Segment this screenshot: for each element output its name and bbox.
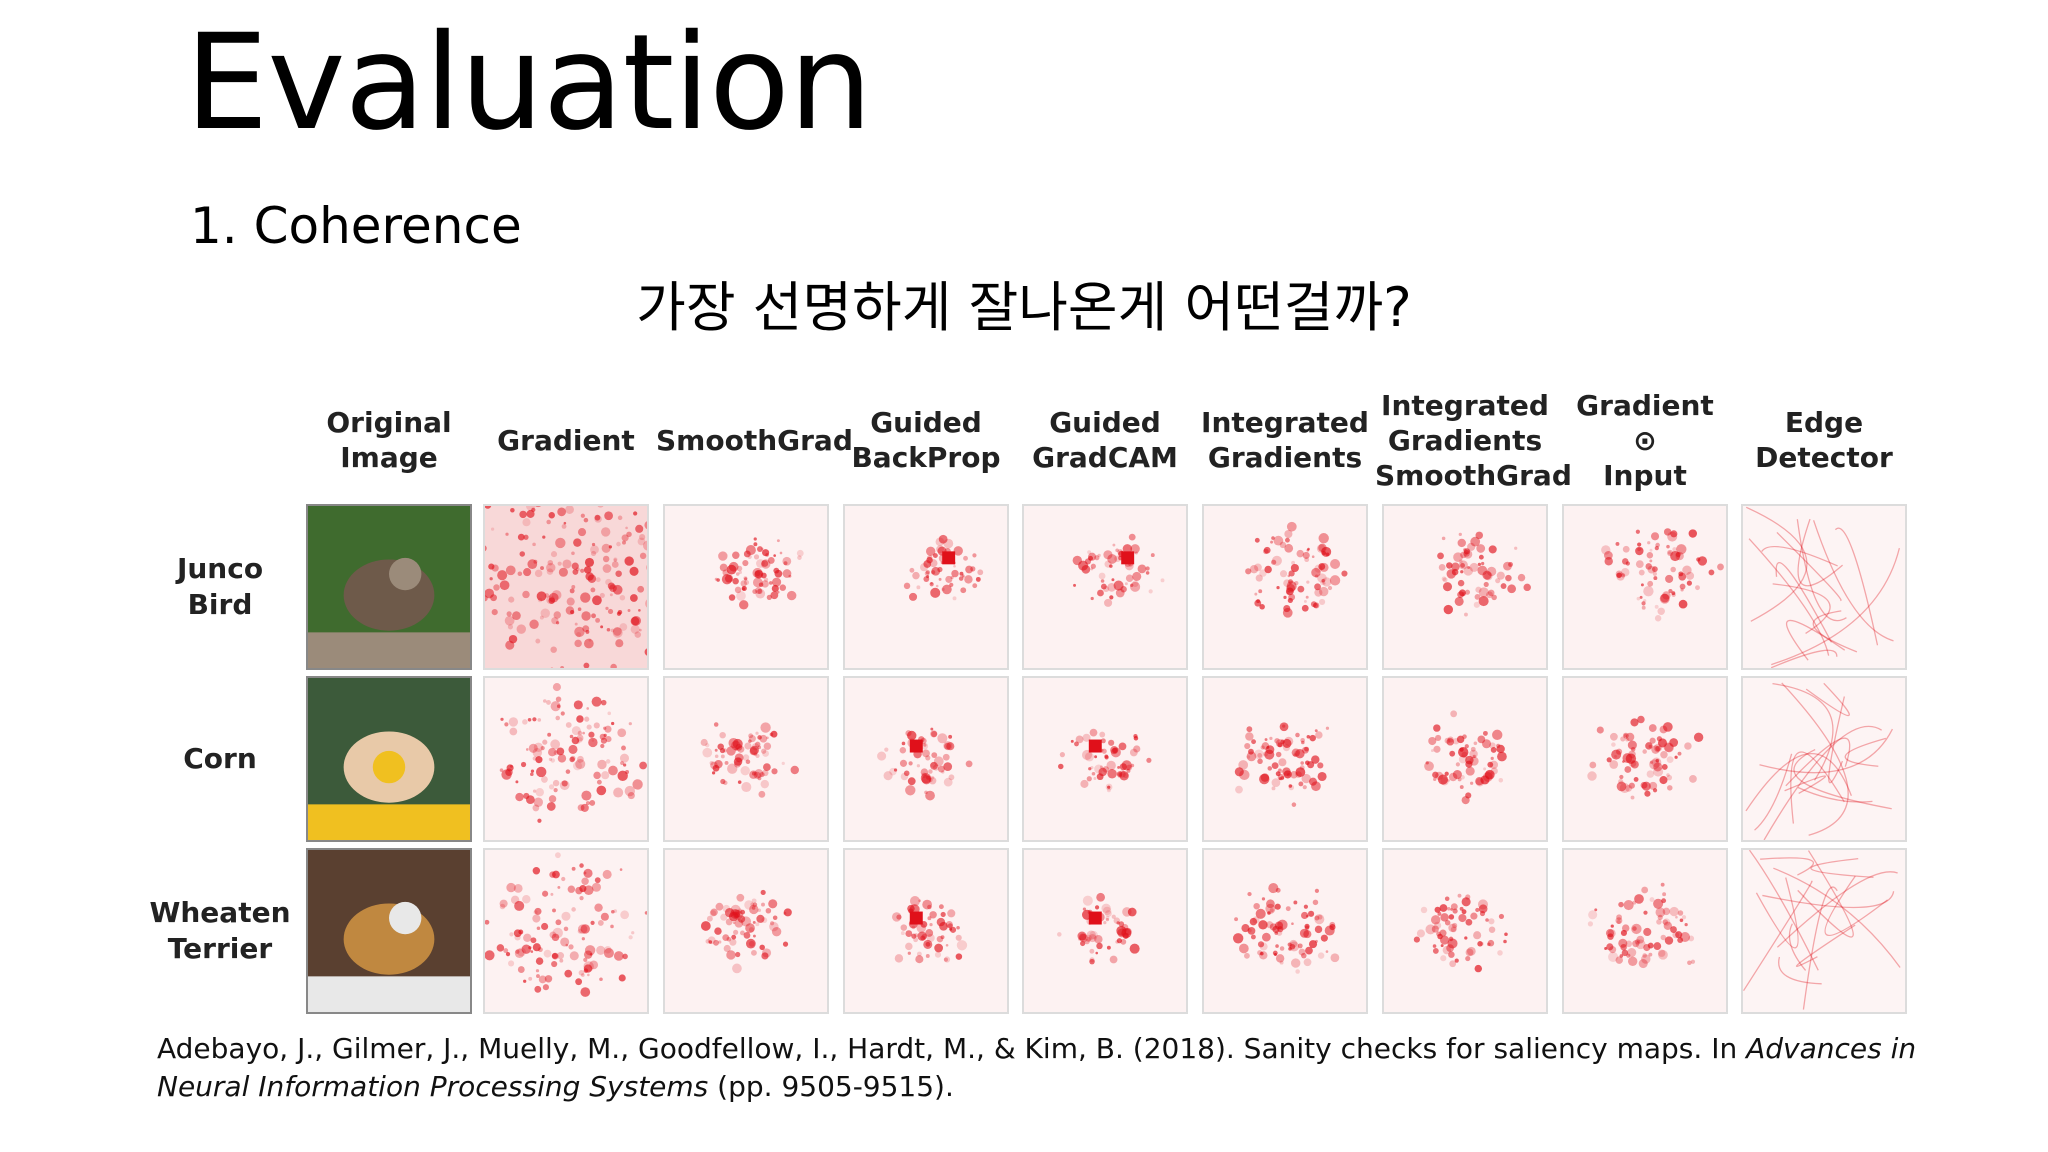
column-header: SmoothGrad bbox=[656, 423, 853, 457]
original-photo bbox=[306, 676, 472, 842]
saliency-map bbox=[1562, 504, 1728, 670]
saliency-map bbox=[483, 848, 649, 1014]
saliency-map bbox=[843, 504, 1009, 670]
column-header: Integrated Gradients SmoothGrad bbox=[1375, 388, 1572, 492]
saliency-map bbox=[663, 676, 829, 842]
question-text: 가장 선명하게 잘나온게 어떤걸까? bbox=[636, 276, 1412, 339]
citation-pages: (pp. 9505-9515). bbox=[708, 1070, 954, 1103]
saliency-map bbox=[663, 848, 829, 1014]
column-header: Integrated Gradients bbox=[1201, 406, 1369, 474]
saliency-map bbox=[843, 848, 1009, 1014]
citation-venue: Advances in Neural Information Processin… bbox=[157, 1032, 1917, 1103]
saliency-map bbox=[1382, 504, 1548, 670]
row-label: Corn bbox=[183, 742, 257, 775]
slide-subtitle: 1. Coherence bbox=[190, 197, 522, 255]
saliency-map bbox=[663, 504, 829, 670]
saliency-map bbox=[1202, 504, 1368, 670]
column-header: Original Image bbox=[326, 406, 452, 474]
saliency-map bbox=[1202, 848, 1368, 1014]
saliency-map bbox=[483, 504, 649, 670]
column-header: Gradient bbox=[497, 423, 635, 457]
column-header: Guided GradCAM bbox=[1032, 406, 1178, 474]
edge-detector-map bbox=[1741, 504, 1907, 670]
saliency-map bbox=[1202, 676, 1368, 842]
row-label: Wheaten Terrier bbox=[149, 896, 291, 965]
row-label: Junco Bird bbox=[176, 552, 264, 621]
saliency-map bbox=[1562, 676, 1728, 842]
saliency-map bbox=[1022, 504, 1188, 670]
citation-authors: Adebayo, J., Gilmer, J., Muelly, M., Goo… bbox=[157, 1032, 1747, 1065]
saliency-map bbox=[843, 676, 1009, 842]
column-header: Edge Detector bbox=[1755, 406, 1893, 474]
edge-detector-map bbox=[1741, 848, 1907, 1014]
edge-detector-map bbox=[1741, 676, 1907, 842]
column-header: Guided BackProp bbox=[851, 406, 1001, 474]
original-photo bbox=[306, 848, 472, 1014]
slide-title: Evaluation bbox=[185, 6, 872, 160]
saliency-map bbox=[1022, 848, 1188, 1014]
saliency-map bbox=[483, 676, 649, 842]
saliency-map bbox=[1382, 848, 1548, 1014]
saliency-map bbox=[1022, 676, 1188, 842]
column-header: Gradient ⊙ Input bbox=[1576, 388, 1714, 492]
saliency-map bbox=[1562, 848, 1728, 1014]
citation: Adebayo, J., Gilmer, J., Muelly, M., Goo… bbox=[157, 1030, 1917, 1106]
original-photo bbox=[306, 504, 472, 670]
slide-question: 가장 선명하게 잘나온게 어떤걸까? bbox=[0, 276, 2048, 340]
saliency-map bbox=[1382, 676, 1548, 842]
